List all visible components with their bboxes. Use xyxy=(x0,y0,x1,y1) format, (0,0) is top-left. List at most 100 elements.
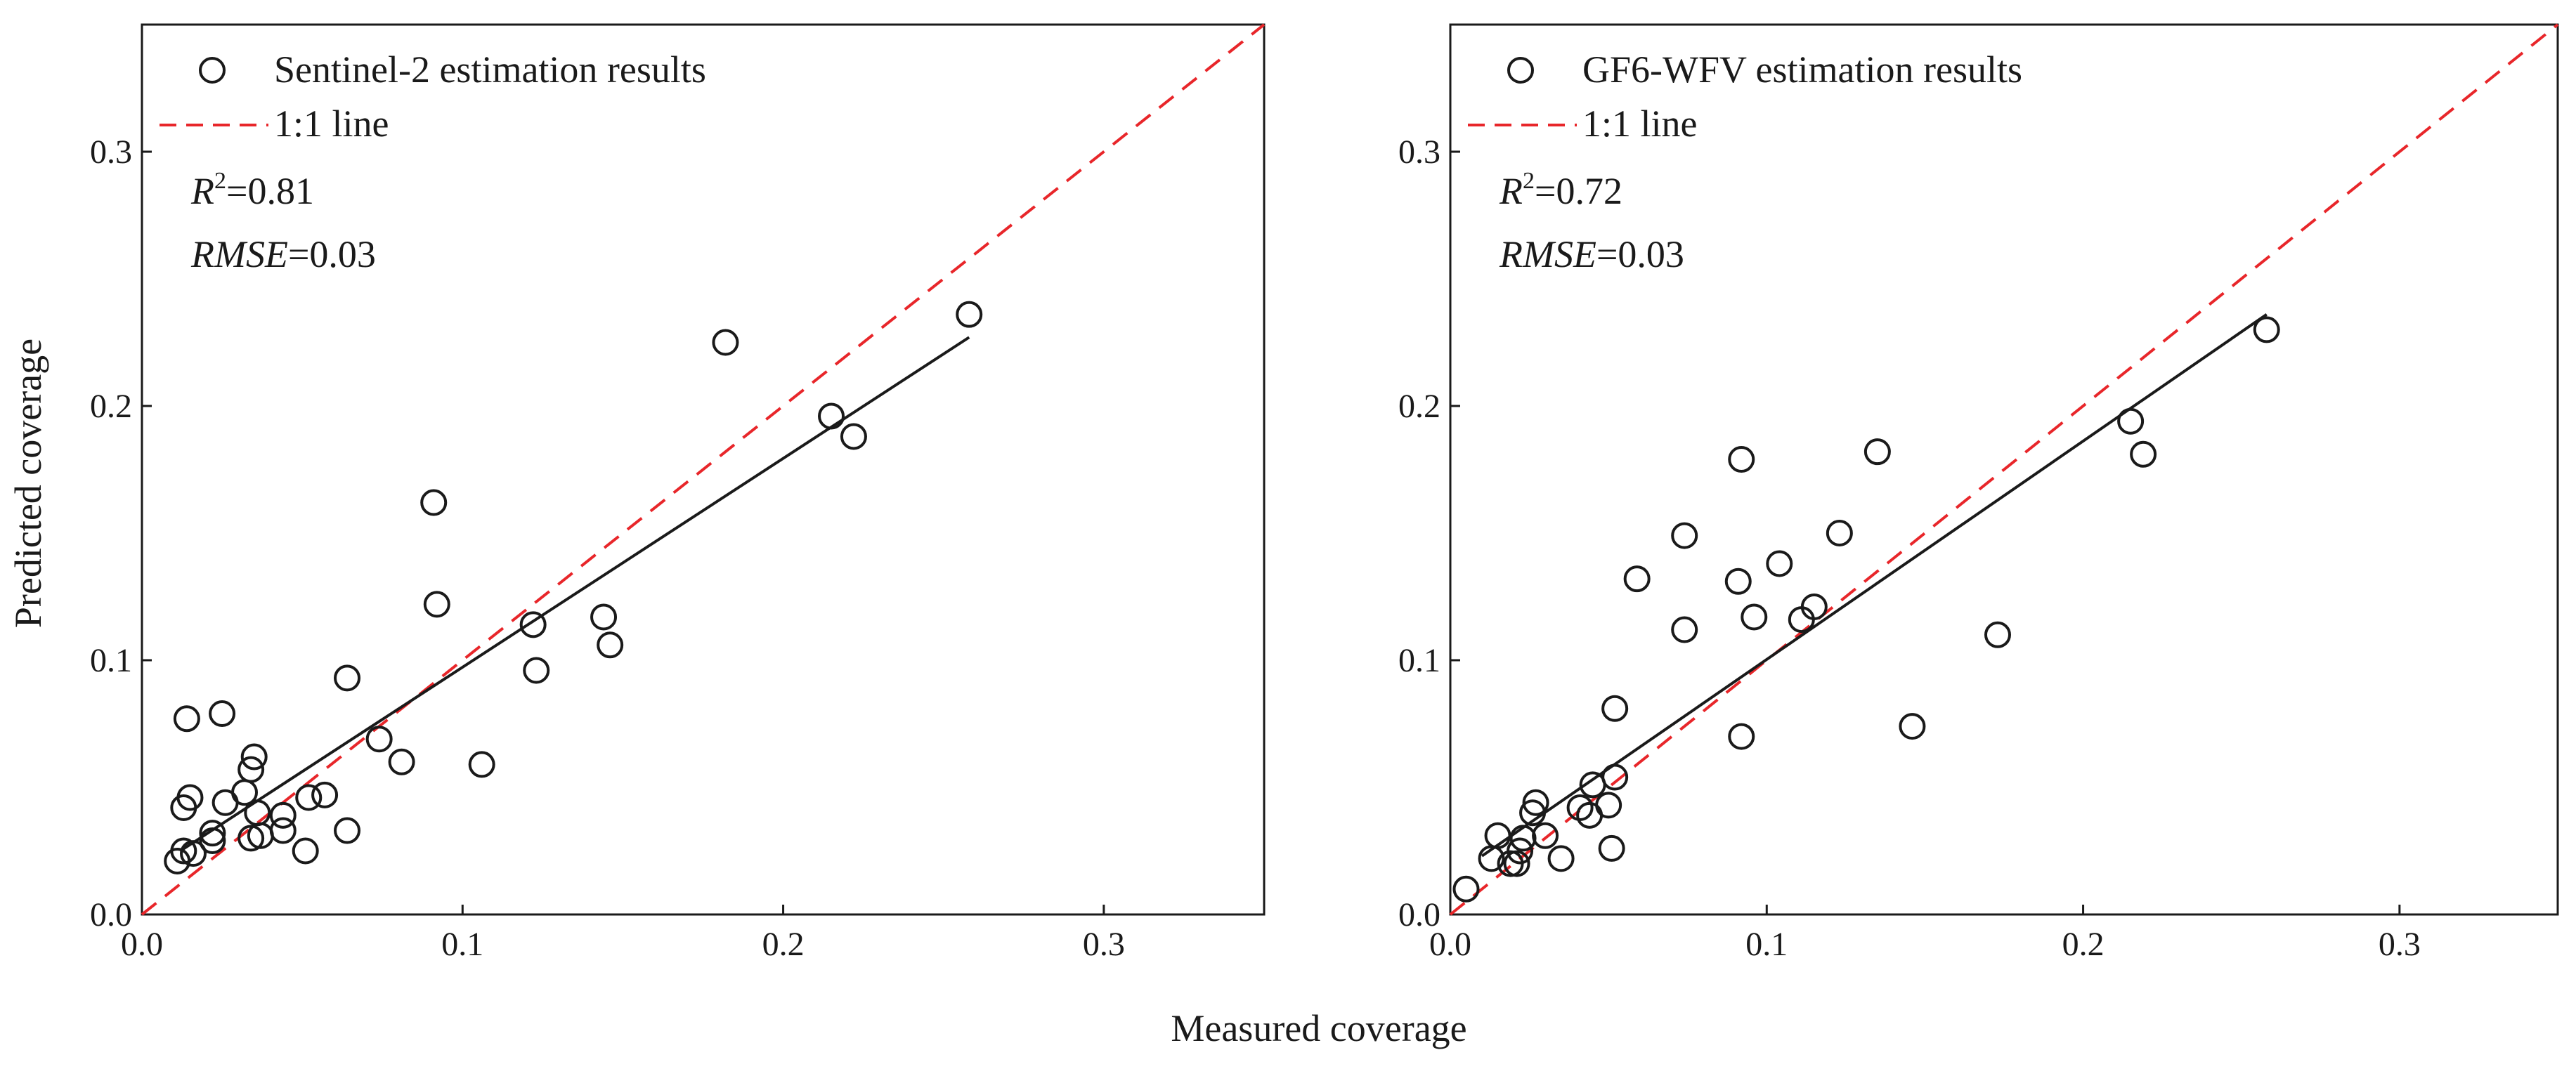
x-axis-label: Measured coverage xyxy=(1171,1007,1466,1049)
data-point xyxy=(1547,845,1575,872)
stat-r2-superscript: 2 xyxy=(214,168,226,194)
x-tick-label: 0.0 xyxy=(121,926,163,963)
data-point xyxy=(1724,568,1752,595)
data-point xyxy=(1766,550,1793,577)
y-tick-label: 0.3 xyxy=(90,133,132,171)
fit-line xyxy=(179,336,970,853)
data-point xyxy=(1601,763,1629,791)
data-point xyxy=(199,827,226,855)
data-point xyxy=(1601,695,1629,722)
data-point xyxy=(818,402,845,430)
identity-line xyxy=(1449,23,2559,916)
data-point xyxy=(334,817,361,844)
data-point xyxy=(365,726,393,753)
legend-label-identity: 1:1 line xyxy=(1582,103,1697,145)
data-point xyxy=(1899,713,1926,740)
legend-marker xyxy=(199,57,226,84)
data-point xyxy=(238,756,265,783)
stat-rmse-value: =0.03 xyxy=(288,233,376,275)
stat-r2-superscript: 2 xyxy=(1523,168,1535,194)
data-point xyxy=(1509,825,1537,852)
data-point xyxy=(1788,606,1815,634)
legend-label-identity: 1:1 line xyxy=(274,103,389,145)
data-point xyxy=(295,784,323,811)
x-tick-label: 0.2 xyxy=(2062,926,2105,963)
x-tick-label: 0.1 xyxy=(1745,926,1788,963)
data-point xyxy=(1863,438,1891,466)
data-point xyxy=(209,700,236,728)
data-point xyxy=(519,611,547,638)
data-point xyxy=(1984,621,2011,648)
x-tick-label: 0.3 xyxy=(1083,926,1125,963)
data-point xyxy=(956,301,983,328)
data-point xyxy=(244,799,271,827)
data-point xyxy=(1595,792,1622,819)
data-point xyxy=(1623,565,1651,593)
data-point xyxy=(1503,850,1530,877)
data-point xyxy=(2253,316,2280,343)
data-point xyxy=(240,743,268,770)
data-point xyxy=(1671,616,1698,643)
legend-label-estimation: Sentinel-2 estimation results xyxy=(274,48,706,91)
plot-frame xyxy=(1449,23,2559,916)
data-point xyxy=(2130,440,2157,468)
stat-rmse-symbol: RMSE xyxy=(1499,233,1596,275)
y-tick-label: 0.1 xyxy=(1398,642,1440,679)
data-point xyxy=(180,840,207,867)
data-point xyxy=(423,591,450,618)
stat-r2-symbol: R xyxy=(1499,170,1523,212)
data-point xyxy=(712,329,739,356)
data-point xyxy=(1532,822,1559,849)
data-point xyxy=(1484,822,1511,849)
y-tick-label: 0.2 xyxy=(90,388,132,425)
stat-r2: R2=0.72 xyxy=(1499,168,1622,212)
y-axis-label: Predicted coverage xyxy=(7,339,49,628)
y-tick-label: 0.0 xyxy=(1398,896,1440,933)
data-point xyxy=(199,820,226,847)
x-tick-label: 0.0 xyxy=(1429,926,1471,963)
data-point xyxy=(420,489,448,516)
data-point xyxy=(1519,799,1547,827)
data-point xyxy=(334,664,361,692)
legend-marker xyxy=(1507,57,1534,84)
stat-r2: R2=0.81 xyxy=(190,168,314,212)
stat-rmse: RMSE=0.03 xyxy=(190,233,376,275)
data-point xyxy=(2117,407,2145,435)
data-point xyxy=(176,784,204,811)
stat-rmse: RMSE=0.03 xyxy=(1499,233,1684,275)
data-point xyxy=(1826,520,1853,546)
data-point xyxy=(1452,875,1480,903)
y-tick-label: 0.2 xyxy=(1398,388,1440,425)
data-point xyxy=(1566,794,1594,821)
x-tick-label: 0.2 xyxy=(762,926,805,963)
data-point xyxy=(597,631,624,659)
data-point xyxy=(311,781,339,808)
data-point xyxy=(590,603,618,631)
stat-r2-symbol: R xyxy=(190,170,214,212)
data-point xyxy=(1598,834,1625,862)
identity-line xyxy=(141,23,1266,916)
legend-label-estimation: GF6-WFV estimation results xyxy=(1582,48,2022,91)
stat-r2-value: =0.81 xyxy=(226,170,314,212)
stat-rmse-value: =0.03 xyxy=(1596,233,1684,275)
data-point xyxy=(173,705,200,733)
plot-frame xyxy=(141,23,1266,916)
data-point xyxy=(468,751,495,778)
panel-sentinel: 0.0 0.1 0.2 0.3 0.0 0.1 0.2 0.3 Sentinel-2 estim… xyxy=(90,23,1266,963)
data-point xyxy=(269,801,297,829)
y-tick-label: 0.1 xyxy=(90,642,132,679)
data-point xyxy=(1728,446,1755,473)
stat-r2-value: =0.72 xyxy=(1535,170,1622,212)
data-point xyxy=(1728,723,1755,750)
data-point xyxy=(523,657,550,684)
y-tick-label: 0.0 xyxy=(90,896,132,933)
data-point xyxy=(238,825,265,852)
data-point xyxy=(269,817,297,844)
data-point xyxy=(1522,789,1549,816)
stat-rmse-symbol: RMSE xyxy=(190,233,288,275)
y-tick-label: 0.3 xyxy=(1398,133,1440,171)
data-point xyxy=(1507,837,1534,865)
data-point xyxy=(292,837,319,865)
x-tick-label: 0.1 xyxy=(441,926,483,963)
